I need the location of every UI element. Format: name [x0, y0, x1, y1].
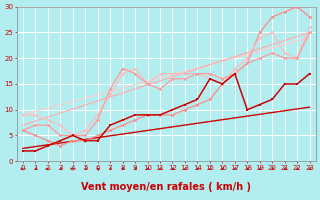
- X-axis label: Vent moyen/en rafales ( km/h ): Vent moyen/en rafales ( km/h ): [81, 182, 251, 192]
